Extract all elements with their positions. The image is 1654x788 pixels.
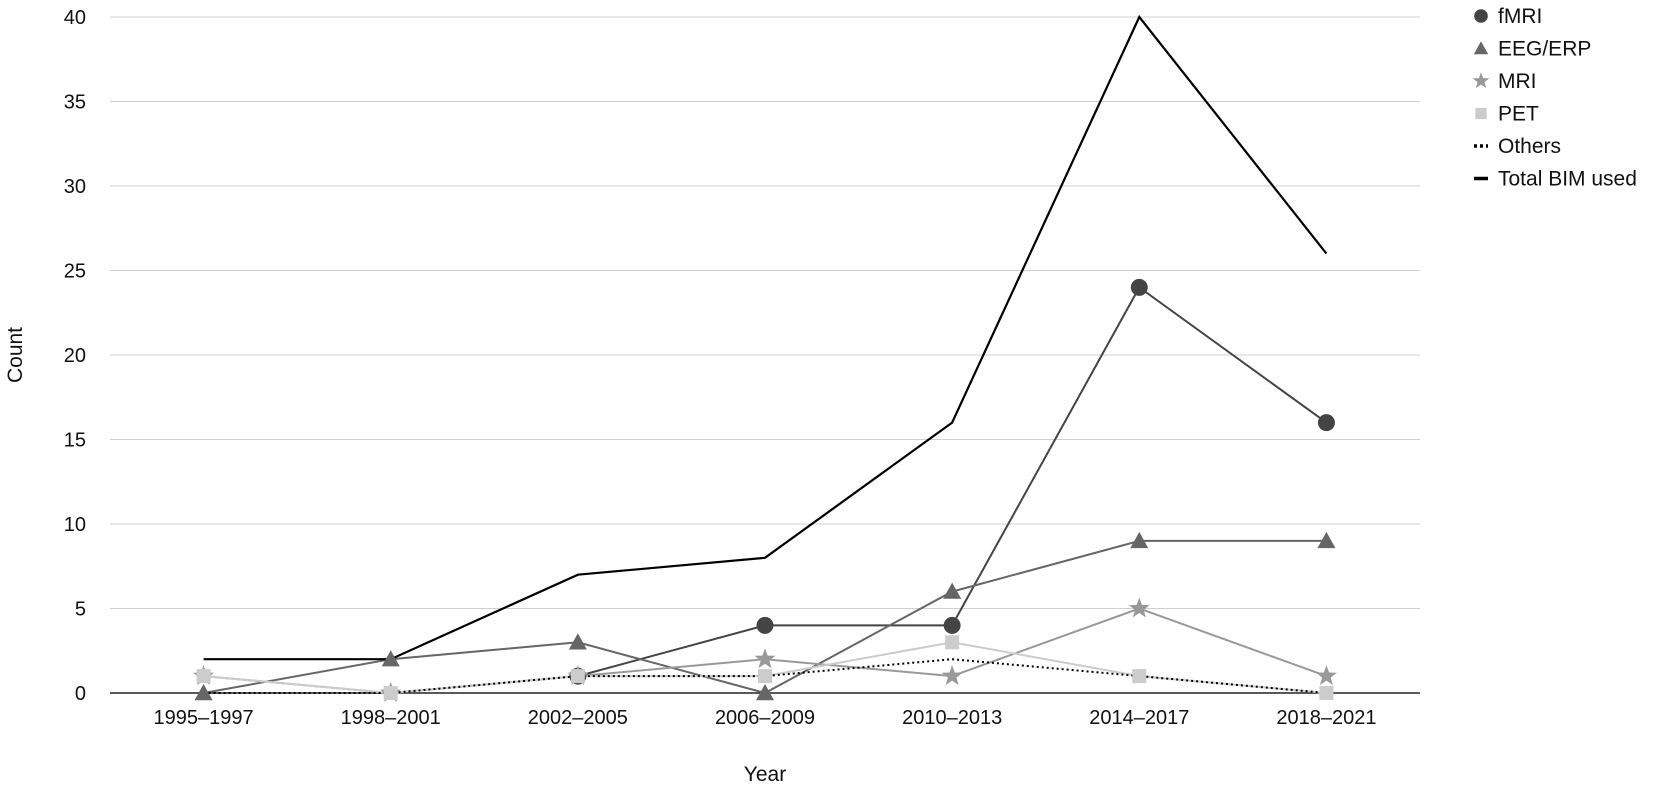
data-point-eeg-erp bbox=[943, 582, 962, 599]
legend-item-pet: PET bbox=[1475, 103, 1539, 126]
data-point-eeg-erp bbox=[756, 684, 774, 701]
x-tick-label: 1998–2001 bbox=[341, 707, 441, 729]
legend: fMRI EEG/ERP MRI PET Others Total BIM used bbox=[1472, 5, 1637, 191]
data-point-eeg-erp bbox=[1130, 531, 1149, 549]
legend-label: fMRI bbox=[1498, 5, 1542, 28]
x-tick-label: 2002–2005 bbox=[528, 707, 628, 729]
x-tick-label: 2018–2021 bbox=[1276, 707, 1376, 729]
data-point-pet bbox=[196, 669, 211, 684]
data-point-mri bbox=[754, 648, 776, 669]
data-point-eeg-erp bbox=[381, 650, 400, 667]
legend-label: EEG/ERP bbox=[1498, 38, 1591, 61]
x-tick-label: 2014–2017 bbox=[1089, 707, 1189, 729]
series-line-total-bim-used bbox=[203, 14, 1328, 661]
legend-swatch-mri bbox=[1472, 72, 1490, 89]
data-point-eeg-erp bbox=[568, 633, 587, 650]
legend-label: MRI bbox=[1498, 70, 1537, 93]
legend-item-eeg-erp: EEG/ERP bbox=[1473, 38, 1591, 61]
data-point-eeg-erp bbox=[1317, 531, 1336, 549]
y-tick-label: 5 bbox=[75, 599, 86, 621]
data-point-fmri bbox=[1317, 414, 1335, 432]
data-point-pet bbox=[1132, 669, 1147, 684]
data-point-pet bbox=[1319, 686, 1334, 700]
data-point-mri bbox=[1316, 665, 1337, 685]
legend-label: Total BIM used bbox=[1498, 168, 1637, 191]
legend-swatch-fmri bbox=[1474, 9, 1488, 23]
data-point-mri bbox=[941, 665, 963, 685]
data-point-fmri bbox=[1130, 278, 1148, 296]
y-axis-ticks: 0 5 10 15 20 25 30 35 40 bbox=[64, 7, 86, 705]
y-tick-label: 10 bbox=[64, 514, 86, 536]
data-point-pet bbox=[383, 686, 398, 700]
data-point-eeg-erp bbox=[194, 684, 213, 701]
y-tick-label: 15 bbox=[64, 430, 86, 452]
x-axis-ticks: 1995–1997 1998–2001 2002–2005 2006–2009 2010… bbox=[154, 707, 1377, 729]
legend-item-mri: MRI bbox=[1472, 70, 1537, 93]
data-point-fmri bbox=[943, 616, 961, 634]
legend-item-total-bim-used: Total BIM used bbox=[1474, 168, 1637, 191]
y-tick-label: 35 bbox=[64, 92, 86, 114]
series-markers bbox=[193, 278, 1337, 702]
data-point-pet bbox=[570, 669, 585, 684]
y-tick-label: 20 bbox=[64, 345, 86, 367]
legend-item-fmri: fMRI bbox=[1474, 5, 1542, 28]
legend-swatch-pet bbox=[1475, 107, 1487, 120]
y-tick-label: 0 bbox=[75, 683, 86, 705]
legend-item-others: Others bbox=[1474, 135, 1561, 158]
x-tick-label: 1995–1997 bbox=[154, 707, 254, 729]
x-tick-label: 2006–2009 bbox=[715, 707, 815, 729]
gridlines bbox=[110, 16, 1420, 609]
data-point-pet bbox=[758, 669, 772, 684]
legend-label: PET bbox=[1498, 103, 1539, 126]
y-axis-title: Count bbox=[4, 327, 27, 383]
data-point-mri bbox=[1128, 597, 1150, 618]
data-point-fmri bbox=[756, 616, 774, 634]
y-tick-label: 40 bbox=[64, 7, 86, 29]
data-point-pet bbox=[945, 635, 960, 650]
x-tick-label: 2010–2013 bbox=[902, 707, 1002, 729]
y-tick-label: 30 bbox=[64, 176, 86, 198]
y-tick-label: 25 bbox=[64, 261, 86, 283]
legend-label: Others bbox=[1498, 135, 1561, 158]
legend-swatch-eeg-erp bbox=[1473, 41, 1489, 55]
x-axis-title: Year bbox=[744, 763, 786, 786]
